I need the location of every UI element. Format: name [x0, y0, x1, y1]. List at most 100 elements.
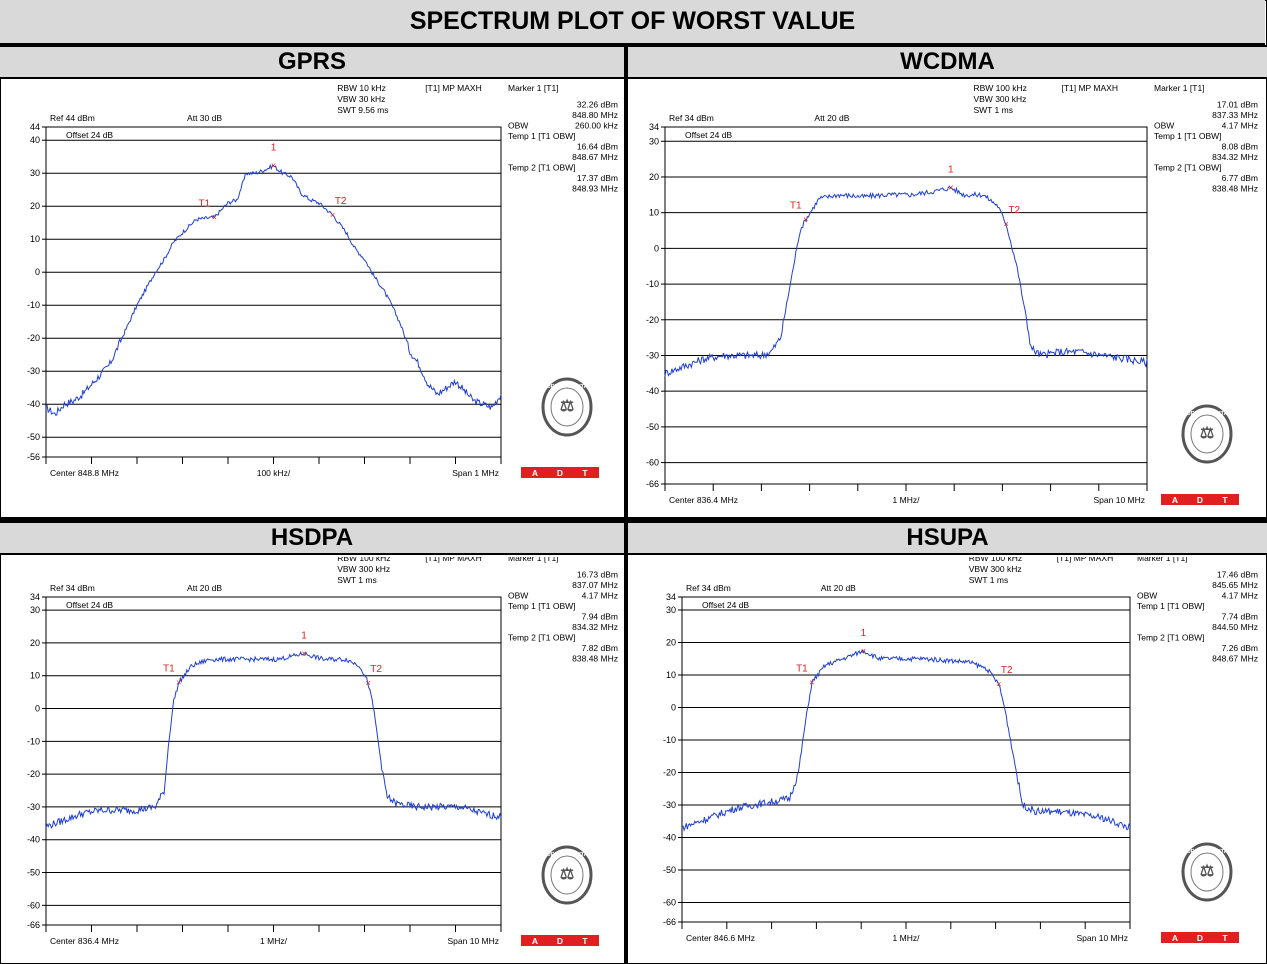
adt-logo-letter: T	[1222, 933, 1228, 943]
marker-readout-value: 17.01 dBm	[1217, 100, 1258, 110]
plot-frame	[45, 596, 502, 926]
marker-cross: ×	[861, 646, 866, 656]
y-tick-label: 30	[666, 605, 676, 615]
adt-logo-letter: A	[1172, 933, 1178, 943]
y-tick-label: 30	[30, 168, 40, 178]
adt-logo-bar	[521, 467, 599, 478]
y-tick-label: 34	[649, 122, 659, 132]
spectrum-trace	[681, 649, 1131, 832]
y-tick-label: -40	[27, 399, 40, 409]
marker-cross: ×	[996, 679, 1001, 689]
y-tick-label: -20	[663, 768, 676, 778]
y-tick-label: 30	[649, 136, 659, 146]
bureau-veritas-figure-icon: ⚖	[1200, 425, 1214, 442]
y-tick-label: -20	[27, 333, 40, 343]
y-tick-label: -50	[663, 865, 676, 875]
marker-readout-label: Temp 2 [T1 OBW]	[508, 633, 576, 643]
panel-header-wcdma: WCDMA	[628, 45, 1267, 79]
marker-readout-label: Temp 1 [T1 OBW]	[508, 131, 576, 141]
y-tick-label: -30	[27, 366, 40, 376]
y-tick-label: -10	[27, 736, 40, 746]
marker-readout-label: Marker 1 [T1]	[508, 557, 559, 563]
ref-level-label: Ref 34 dBm	[686, 583, 731, 593]
marker-readout-value: 16.73 dBm	[577, 570, 618, 580]
panel-header-hsupa: HSUPA	[628, 521, 1267, 555]
marker-readout-label: OBW	[1137, 591, 1157, 601]
adt-logo-letter: A	[532, 936, 538, 946]
marker-cross: ×	[176, 677, 181, 687]
offset-label: Offset 24 dB	[702, 600, 749, 610]
horizontal-divider	[0, 517, 1267, 521]
marker-cross: ×	[271, 161, 276, 171]
vertical-divider	[624, 45, 628, 964]
y-tick-label: -10	[663, 735, 676, 745]
adt-logo-letter: T	[582, 936, 588, 946]
marker-readout-value: 16.64 dBm	[577, 142, 618, 152]
marker-readout-value: 834.32 MHz	[1212, 152, 1258, 162]
bureau-veritas-figure-icon: ⚖	[560, 866, 574, 883]
spectrum-trace	[45, 163, 502, 416]
adt-logo-bar	[521, 935, 599, 946]
y-tick-label: 20	[666, 638, 676, 648]
marker-cross: ×	[212, 212, 217, 222]
y-tick-label: -30	[27, 802, 40, 812]
bureau-veritas-logo-text: BUREAU VERITAS	[1183, 849, 1232, 855]
bureau-veritas-logo-year: 1828	[1201, 456, 1213, 462]
y-tick-label: 44	[30, 122, 40, 132]
adt-logo-letter: D	[1197, 933, 1203, 943]
y-tick-label: -50	[646, 422, 659, 432]
bureau-veritas-logo-inner	[1190, 414, 1224, 454]
marker-readout-value: 848.80 MHz	[572, 110, 618, 120]
division-label: 100 kHz/	[257, 468, 291, 478]
panel-header-hsdpa: HSDPA	[0, 521, 624, 555]
vbw-label: VBW 30 kHz	[337, 94, 385, 104]
marker-label: 1	[301, 631, 307, 642]
marker-readout-value: 834.32 MHz	[572, 622, 618, 632]
center-frequency-label: Center 836.4 MHz	[669, 495, 738, 505]
y-tick-label: -30	[646, 350, 659, 360]
y-tick-label: -60	[663, 898, 676, 908]
bureau-veritas-logo-inner	[550, 387, 584, 427]
rbw-label: RBW 100 kHz	[337, 557, 390, 563]
adt-logo-letter: T	[582, 468, 588, 478]
marker-readout-label: OBW	[508, 591, 528, 601]
marker-readout-value: 848.67 MHz	[1212, 654, 1258, 664]
y-tick-label: 34	[666, 592, 676, 602]
marker-cross: ×	[366, 678, 371, 688]
marker-cross: ×	[1004, 219, 1009, 229]
marker-label: T1	[163, 663, 175, 674]
offset-label: Offset 24 dB	[685, 130, 732, 140]
marker-readout-value: 8.08 dBm	[1222, 142, 1258, 152]
ref-level-label: Ref 34 dBm	[50, 583, 95, 593]
adt-logo-letter: A	[532, 468, 538, 478]
marker-label: T1	[796, 663, 808, 674]
marker-readout-value: 4.17 MHz	[1222, 591, 1258, 601]
marker-readout-value: 838.48 MHz	[1212, 184, 1258, 194]
bureau-veritas-logo-text: BUREAU VERITAS	[543, 384, 592, 390]
y-tick-label: 10	[666, 670, 676, 680]
marker-readout-label: Marker 1 [T1]	[1154, 83, 1205, 93]
spectrum-chart: 34 30 20 10 0 -10 -20 -30 -40 -50 -60 -66 RBW 100 kH…	[646, 83, 1258, 505]
swt-label: SWT 1 ms	[337, 575, 377, 585]
y-tick-label: -66	[27, 920, 40, 930]
bureau-veritas-logo-inner	[550, 855, 584, 895]
marker-label: 1	[271, 143, 277, 154]
marker-readout-value: 844.50 MHz	[1212, 622, 1258, 632]
span-label: Span 10 MHz	[1094, 495, 1146, 505]
bureau-veritas-figure-icon: ⚖	[560, 398, 574, 415]
marker-readout-label: Temp 1 [T1 OBW]	[508, 601, 576, 611]
rbw-label: RBW 10 kHz	[337, 83, 386, 93]
spectrum-panel-wcdma: 34 30 20 10 0 -10 -20 -30 -40 -50 -60 -66 RBW 100 kH…	[632, 81, 1262, 517]
spectrum-panel-hsdpa: 34 30 20 10 0 -10 -20 -30 -40 -50 -60 -66 RBW 100 kH…	[8, 557, 622, 962]
spectrum-trace	[664, 185, 1148, 377]
plot-frame	[45, 126, 502, 458]
y-tick-label: 10	[30, 234, 40, 244]
y-tick-label: 0	[35, 267, 40, 277]
bureau-veritas-logo-text: BUREAU VERITAS	[1183, 411, 1232, 417]
center-frequency-label: Center 846.6 MHz	[686, 933, 755, 943]
spectrum-chart: 34 30 20 10 0 -10 -20 -30 -40 -50 -60 -66 RBW 100 kH…	[663, 557, 1258, 943]
marker-cross: ×	[809, 677, 814, 687]
marker-cross: ×	[301, 649, 306, 659]
bureau-veritas-logo-year: 1828	[561, 429, 573, 435]
y-tick-label: 0	[35, 704, 40, 714]
